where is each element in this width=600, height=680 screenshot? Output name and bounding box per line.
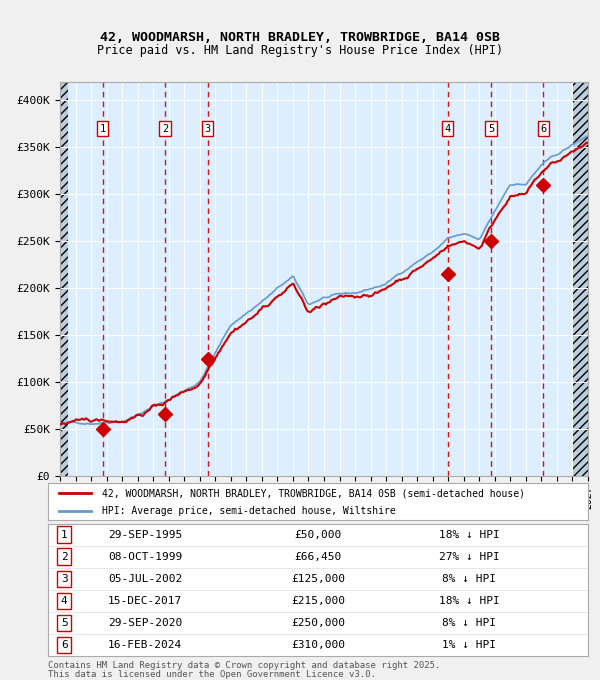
Text: 15-DEC-2017: 15-DEC-2017 [108,596,182,606]
Text: 5: 5 [61,618,68,628]
Text: 8% ↓ HPI: 8% ↓ HPI [442,618,496,628]
Text: 16-FEB-2024: 16-FEB-2024 [108,640,182,650]
Text: Price paid vs. HM Land Registry's House Price Index (HPI): Price paid vs. HM Land Registry's House … [97,44,503,57]
Text: 05-JUL-2002: 05-JUL-2002 [108,574,182,584]
Text: 08-OCT-1999: 08-OCT-1999 [108,551,182,562]
Text: £50,000: £50,000 [295,530,341,540]
Text: HPI: Average price, semi-detached house, Wiltshire: HPI: Average price, semi-detached house,… [102,506,396,516]
Text: 1% ↓ HPI: 1% ↓ HPI [442,640,496,650]
Text: 2: 2 [162,124,168,133]
Bar [60,82,68,476]
Text: 18% ↓ HPI: 18% ↓ HPI [439,596,500,606]
Text: 3: 3 [61,574,68,584]
Text: 42, WOODMARSH, NORTH BRADLEY, TROWBRIDGE, BA14 0SB: 42, WOODMARSH, NORTH BRADLEY, TROWBRIDGE… [100,31,500,44]
Text: 42, WOODMARSH, NORTH BRADLEY, TROWBRIDGE, BA14 0SB (semi-detached house): 42, WOODMARSH, NORTH BRADLEY, TROWBRIDGE… [102,488,525,498]
Text: 2: 2 [61,551,68,562]
Text: 29-SEP-2020: 29-SEP-2020 [108,618,182,628]
Text: 4: 4 [445,124,451,133]
Text: £125,000: £125,000 [291,574,345,584]
Text: 1: 1 [61,530,68,540]
Text: £215,000: £215,000 [291,596,345,606]
Text: £250,000: £250,000 [291,618,345,628]
Text: 18% ↓ HPI: 18% ↓ HPI [439,530,500,540]
Text: £66,450: £66,450 [295,551,341,562]
Text: 8% ↓ HPI: 8% ↓ HPI [442,574,496,584]
Bar [572,82,596,476]
Text: 4: 4 [61,596,68,606]
Text: 6: 6 [61,640,68,650]
Text: 5: 5 [488,124,494,133]
Text: 27% ↓ HPI: 27% ↓ HPI [439,551,500,562]
Text: This data is licensed under the Open Government Licence v3.0.: This data is licensed under the Open Gov… [48,670,376,679]
Text: 3: 3 [205,124,211,133]
Text: Contains HM Land Registry data © Crown copyright and database right 2025.: Contains HM Land Registry data © Crown c… [48,661,440,670]
Text: 6: 6 [540,124,547,133]
Text: £310,000: £310,000 [291,640,345,650]
Text: 29-SEP-1995: 29-SEP-1995 [108,530,182,540]
Text: 1: 1 [100,124,106,133]
